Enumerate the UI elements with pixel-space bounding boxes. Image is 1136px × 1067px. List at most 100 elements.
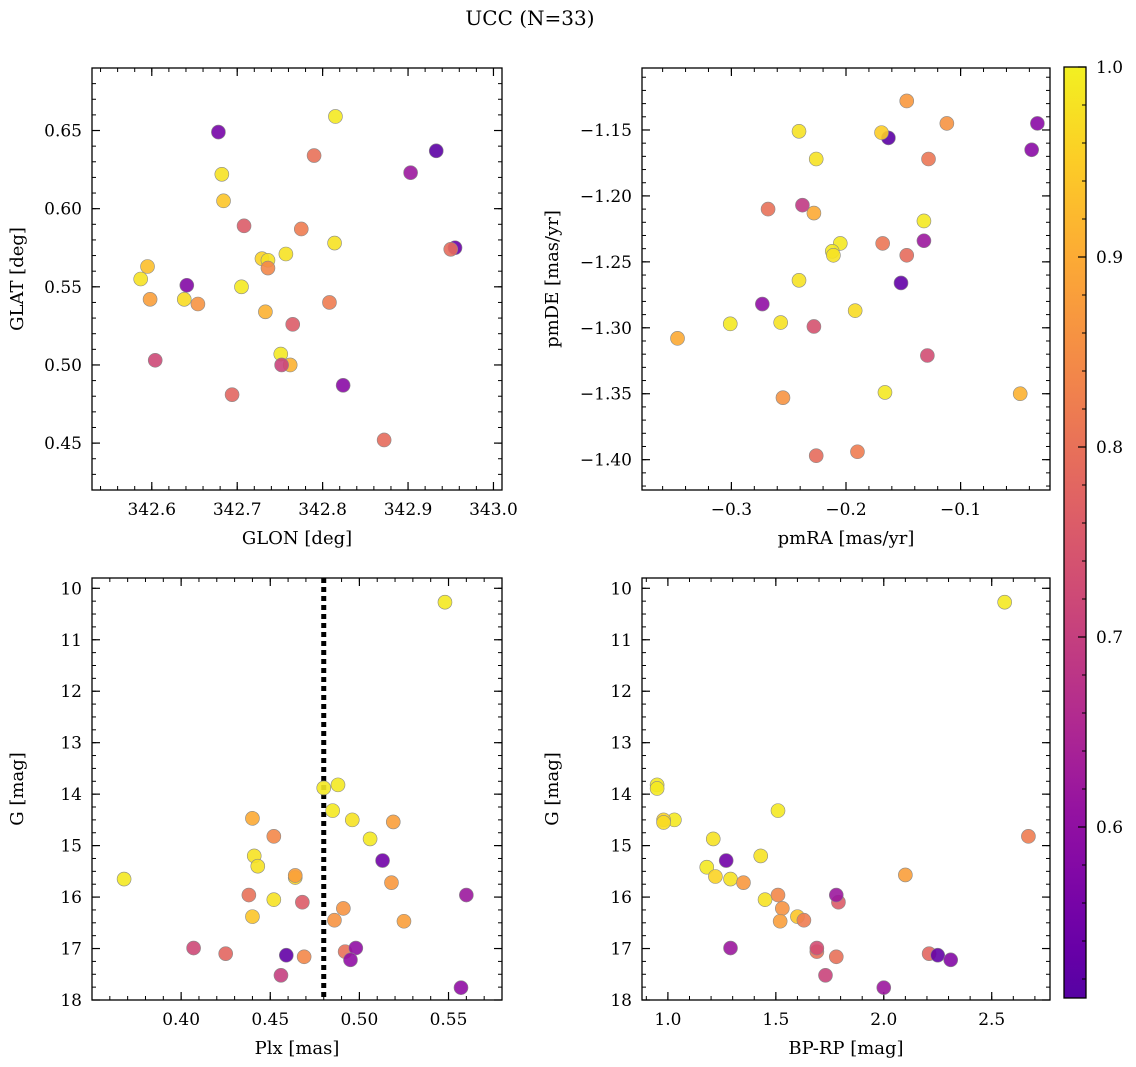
scatter-point (327, 235, 342, 251)
scatter-point (133, 271, 148, 287)
scatter-point (250, 858, 266, 874)
scatter-point (916, 213, 932, 229)
scatter-point (274, 357, 289, 373)
scatter-point (753, 848, 769, 864)
scatter-point (772, 913, 788, 929)
scatter-point (344, 812, 360, 828)
scatter-point (443, 242, 459, 257)
y-tick-label: 11 (60, 631, 82, 651)
minor-ticks (642, 68, 1050, 490)
scatter-point (293, 221, 309, 237)
scatter-point (236, 218, 252, 234)
y-tick-label: 0.45 (44, 434, 82, 454)
y-tick-label: 13 (610, 734, 632, 754)
scatter-point (930, 947, 946, 963)
scatter-point (828, 887, 844, 903)
y-tick-label: 13 (60, 734, 82, 754)
x-tick-label: 342.9 (384, 500, 433, 520)
scatter-point (328, 109, 343, 124)
y-tick-label: 0.65 (44, 122, 82, 142)
minor-ticks (91, 578, 503, 1001)
scatter-point (796, 912, 812, 928)
scatter-point (224, 387, 240, 402)
scatter-point (1024, 142, 1039, 158)
scatter-point (1030, 116, 1045, 131)
y-tick-label: 15 (610, 837, 632, 857)
y-tick-label: −1.25 (580, 253, 632, 273)
panel-plx-g: 0.40 0.45 0.50 0.55 10 11 12 13 14 15 16 17 18 Plx [m… (7, 577, 503, 1059)
panel-pmra-pmde: −0.3 −0.2 −0.1 −1.40 −1.35 −1.30 −1.25 −1.20 −1.… (542, 67, 1051, 549)
colorbar-tick-label: 0.9 (1096, 248, 1123, 268)
scatter-point (245, 811, 260, 826)
scatter-point (775, 390, 791, 405)
x-tick-label: −0.3 (711, 500, 752, 520)
scatter-point (656, 815, 671, 830)
scatter-point (211, 124, 226, 140)
scatter-point (214, 166, 230, 182)
scatter-point (806, 205, 822, 221)
y-tick-label: −1.40 (580, 451, 632, 471)
scatter-point (1012, 386, 1028, 402)
scatter-point (826, 247, 841, 263)
y-tick-label: 17 (60, 940, 82, 960)
scatter-points (116, 594, 474, 995)
x-tick-label: 343.0 (469, 500, 518, 520)
scatter-point (723, 871, 738, 887)
scatter-point (327, 912, 342, 928)
scatter-point (736, 875, 751, 890)
y-axis-label: pmDE [mas/yr] (542, 210, 563, 348)
scatter-point (806, 319, 822, 334)
scatter-point (325, 803, 340, 818)
scatter-point (875, 236, 890, 251)
minor-ticks (642, 578, 1050, 1001)
scatter-point (266, 892, 282, 907)
colorbar-gradient (1063, 66, 1087, 999)
scatter-point (330, 777, 346, 793)
scatter-point (453, 980, 469, 995)
scatter-point (1021, 829, 1036, 844)
colorbar-tick-label: 0.6 (1096, 818, 1123, 838)
scatter-point (808, 151, 824, 167)
scatter-point (899, 93, 915, 109)
x-tick-label: 2.5 (978, 1010, 1005, 1030)
scatter-point (266, 829, 282, 844)
colorbar-tick-label: 1.0 (1096, 58, 1123, 78)
panel-glon-glat: 342.6 342.7 342.8 342.9 343.0 0.45 0.50 0.55 0.6… (7, 67, 518, 549)
scatter-point (186, 940, 201, 956)
scatter-point (142, 292, 158, 307)
scatter-point (343, 952, 358, 968)
scatter-point (708, 869, 723, 884)
minor-ticks (92, 67, 502, 491)
scatter-point (176, 292, 192, 307)
scatter-point (260, 260, 276, 276)
scatter-point (997, 594, 1012, 610)
x-tick-label: 1.0 (654, 1010, 681, 1030)
x-tick-label: 1.5 (762, 1010, 789, 1030)
colorbar: 0.6 0.7 0.8 0.9 1.0 (1063, 58, 1123, 999)
y-tick-label: 11 (610, 631, 632, 651)
y-axis-label: GLAT [deg] (7, 227, 28, 331)
scatter-point (245, 909, 260, 924)
scatter-point (770, 887, 786, 903)
scatter-point (916, 233, 932, 249)
y-tick-label: 0.55 (44, 278, 82, 298)
scatter-point (437, 594, 453, 610)
x-tick-label: 2.0 (870, 1010, 897, 1030)
scatter-point (791, 124, 807, 139)
scatter-point (943, 952, 958, 968)
y-tick-label: 10 (60, 579, 82, 599)
axes-frame (91, 67, 503, 491)
scatter-points (649, 594, 1036, 995)
y-tick-label: 15 (60, 837, 82, 857)
y-tick-label: 14 (60, 785, 82, 805)
x-tick-label: 0.45 (251, 1010, 289, 1030)
scatter-point (335, 377, 351, 393)
scatter-point (116, 871, 132, 887)
y-tick-label: 18 (610, 991, 632, 1011)
x-tick-label: −0.2 (825, 500, 866, 520)
y-tick-label: 16 (60, 888, 82, 908)
figure-title: UCC (N=33) (465, 6, 595, 30)
scatter-point (757, 892, 773, 907)
x-tick-label: −0.1 (940, 500, 981, 520)
colorbar-tick-label: 0.8 (1096, 438, 1123, 458)
